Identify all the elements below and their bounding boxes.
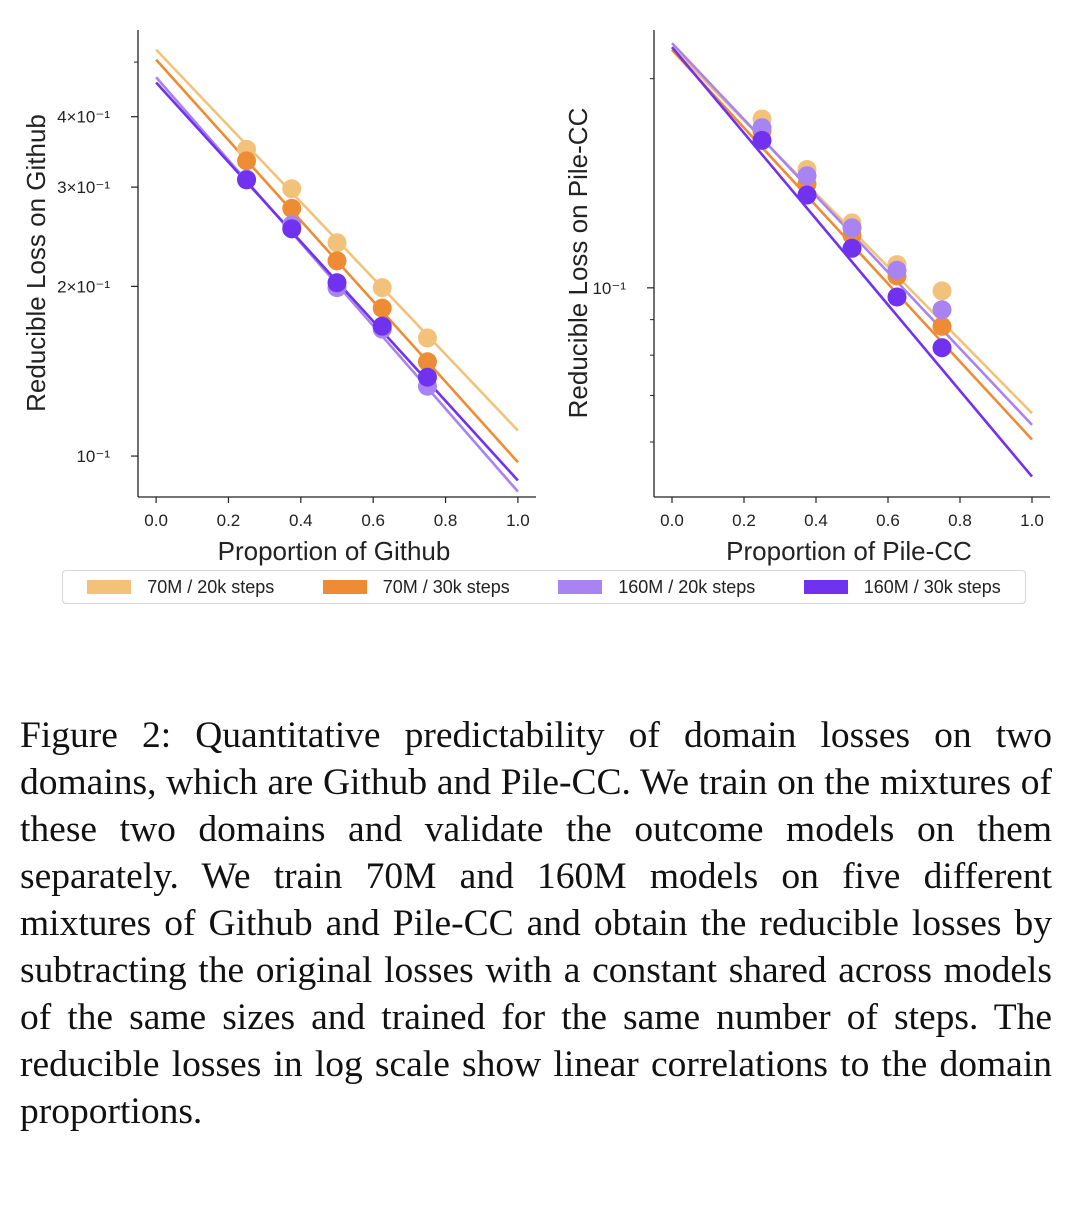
data-point — [887, 260, 907, 280]
data-point — [842, 218, 862, 238]
x-tick-label: 0.8 — [434, 511, 458, 530]
legend-label: 70M / 20k steps — [147, 576, 275, 597]
data-point — [417, 367, 437, 387]
x-tick-label: 1.0 — [1020, 511, 1044, 530]
figure-charts: 0.0 0.2 0.4 0.6 0.8 1.0 10⁻¹ 2×10⁻¹ 3×10⁻¹ 4×10⁻¹… — [21, 30, 1050, 566]
data-point — [752, 130, 772, 150]
data-point — [372, 278, 392, 298]
legend-item: 70M / 20k steps — [87, 577, 274, 598]
legend-swatch-160m-30k — [803, 580, 848, 594]
chart-panel-1: 0.0 0.2 0.4 0.6 0.8 1.0 10⁻¹ 2×10⁻¹ 3×10⁻¹ 4×10⁻¹… — [21, 30, 536, 566]
data-point — [372, 298, 392, 318]
legend-label: 70M / 30k steps — [382, 576, 510, 597]
x-tick-label: 0.0 — [660, 511, 684, 530]
x-tick-label: 0.0 — [144, 511, 168, 530]
y-tick-label: 3×10⁻¹ — [57, 178, 110, 197]
data-point — [417, 352, 437, 372]
y-axis-label: Reducible Loss on Pile-CC — [563, 108, 593, 419]
legend-swatch-70m-30k — [322, 580, 367, 594]
fit-line-4 — [671, 46, 1033, 478]
x-tick-label: 0.4 — [804, 511, 828, 530]
legend-item: 160M / 20k steps — [558, 577, 755, 598]
data-point — [237, 170, 257, 190]
data-point — [932, 281, 952, 301]
data-point — [282, 198, 302, 218]
data-point — [797, 166, 817, 186]
data-point — [932, 316, 952, 336]
chart-panel-2: 0.0 0.2 0.4 0.6 0.8 1.0 10⁻¹ Proportion of Pile… — [563, 30, 1050, 566]
y-tick-label: 2×10⁻¹ — [57, 277, 110, 296]
legend-item: 160M / 30k steps — [803, 576, 1001, 598]
x-tick-label: 0.6 — [361, 511, 385, 530]
figure-caption: Figure 2: Quantitative predictability of… — [20, 715, 1052, 1132]
legend-label: 160M / 20k steps — [618, 576, 756, 597]
x-tick-label: 0.8 — [948, 511, 972, 530]
legend-label: 160M / 30k steps — [863, 576, 1001, 597]
y-tick-label: 10⁻¹ — [76, 447, 110, 466]
y-axis-label: Reducible Loss on Github — [21, 114, 51, 412]
data-point — [842, 238, 862, 258]
data-point — [932, 338, 952, 358]
legend-swatch-70m-20k — [87, 580, 132, 594]
data-point — [237, 151, 257, 171]
x-tick-label: 1.0 — [506, 511, 530, 530]
x-tick-label: 0.2 — [217, 511, 241, 530]
y-tick-label: 4×10⁻¹ — [57, 108, 110, 127]
data-point — [372, 316, 392, 336]
legend-swatch-160m-20k — [558, 580, 603, 594]
y-tick-label: 10⁻¹ — [592, 279, 626, 298]
data-point — [417, 328, 437, 348]
x-tick-label: 0.4 — [289, 511, 313, 530]
x-tick-label: 0.6 — [876, 511, 900, 530]
data-point — [282, 179, 302, 199]
data-point — [327, 273, 347, 293]
data-point — [327, 251, 347, 271]
x-axis-label: Proportion of Github — [218, 536, 451, 566]
data-point — [282, 219, 302, 239]
data-point — [932, 300, 952, 320]
legend: 70M / 20k steps 70M / 30k steps 160M / 2… — [62, 570, 1026, 604]
data-point — [797, 185, 817, 205]
data-point — [887, 287, 907, 307]
legend-item: 70M / 30k steps — [322, 576, 510, 598]
x-tick-label: 0.2 — [732, 511, 756, 530]
x-axis-label: Proportion of Pile-CC — [726, 536, 972, 566]
data-point — [327, 233, 347, 253]
